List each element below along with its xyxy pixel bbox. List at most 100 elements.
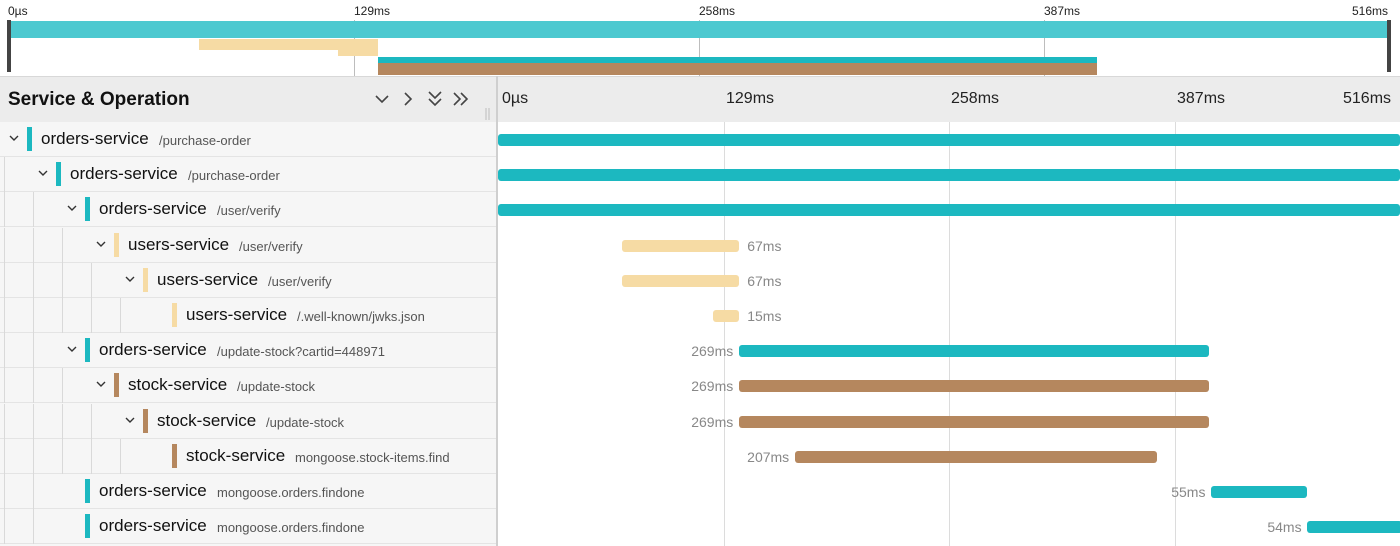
service-color-marker: [85, 197, 90, 221]
expand-toggle-icon[interactable]: [94, 237, 108, 251]
span-row[interactable]: orders-service mongoose.orders.findone: [0, 509, 496, 544]
indent-guide: [33, 298, 34, 333]
service-color-marker: [114, 373, 119, 397]
span-bar[interactable]: [498, 204, 1400, 216]
indent-guide: [4, 228, 5, 263]
expand-toggle-icon[interactable]: [36, 166, 50, 180]
span-bar[interactable]: [739, 345, 1210, 357]
expand-toggle-icon[interactable]: [123, 413, 137, 427]
span-row[interactable]: orders-service/update-stock?cartid=44897…: [0, 333, 496, 368]
service-name: orders-service: [99, 481, 207, 500]
pane-divider[interactable]: [496, 76, 498, 546]
span-duration-label: 67ms: [747, 273, 782, 289]
span-bar[interactable]: [795, 451, 1157, 463]
indent-guide: [4, 192, 5, 227]
span-bar[interactable]: [1211, 486, 1308, 498]
service-color-marker: [172, 444, 177, 468]
operation-name: /update-stock?cartid=448971: [217, 344, 386, 359]
indent-guide: [4, 263, 5, 298]
service-operation-heading: Service & Operation: [8, 89, 190, 110]
span-bar[interactable]: [1307, 521, 1400, 533]
span-row[interactable]: orders-service mongoose.orders.findone: [0, 474, 496, 509]
span-row[interactable]: stock-service mongoose.stock-items.find: [0, 439, 496, 474]
service-color-marker: [85, 479, 90, 503]
minimap-left-handle[interactable]: [7, 20, 11, 72]
span-bar[interactable]: [739, 380, 1210, 392]
span-duration-label: 207ms: [747, 449, 790, 465]
expand-toggle-icon[interactable]: [65, 342, 79, 356]
trace-minimap[interactable]: 0µs 129ms 258ms 387ms 516ms: [0, 0, 1400, 76]
double-chevron-down-icon: [428, 91, 442, 107]
timeline-row: 15ms: [498, 298, 1400, 333]
span-bar[interactable]: [622, 240, 740, 252]
operation-name: /purchase-order: [159, 133, 251, 148]
operation-name: /purchase-order: [188, 168, 280, 183]
expand-toggle-icon[interactable]: [123, 272, 137, 286]
indent-guide: [91, 263, 92, 298]
trace-header: Service & Operation 0µs 129ms 258ms 387ms 51…: [0, 76, 1400, 124]
indent-guide: [4, 439, 5, 474]
span-bar[interactable]: [739, 416, 1210, 428]
double-chevron-right-icon: [453, 92, 469, 106]
expand-toggle-icon[interactable]: [94, 377, 108, 391]
minimap-tick-label: 0µs: [8, 4, 28, 18]
chevron-right-icon: [404, 92, 413, 106]
expand-toggle-icon[interactable]: [7, 131, 21, 145]
timeline-grid-line: [1174, 122, 1176, 546]
minimap-tick-line: [699, 20, 700, 76]
minimap-span-bar: [378, 63, 1098, 75]
span-row[interactable]: users-service/user/verify: [0, 228, 496, 263]
service-name: users-service: [186, 305, 288, 324]
timeline-tick-label: 516ms: [1343, 90, 1392, 107]
operation-name: mongoose.orders.findone: [217, 485, 365, 500]
timeline-row: 269ms: [498, 333, 1400, 368]
minimap-span-bar: [337, 44, 379, 56]
service-name: stock-service: [157, 411, 257, 430]
span-duration-label: 269ms: [691, 414, 734, 430]
span-row[interactable]: orders-service/purchase-order: [0, 122, 496, 157]
span-bar[interactable]: [498, 134, 1400, 146]
span-bar[interactable]: [713, 310, 740, 322]
span-bar[interactable]: [498, 169, 1400, 181]
indent-guide: [4, 333, 5, 368]
service-name: orders-service: [41, 129, 149, 148]
expand-all-button[interactable]: [425, 89, 445, 109]
indent-guide: [4, 509, 5, 544]
operation-name: /user/verify: [217, 203, 281, 218]
indent-guide: [4, 157, 5, 192]
span-duration-label: 54ms: [1267, 519, 1302, 535]
timeline-grid-line: [949, 122, 950, 546]
collapse-all-button[interactable]: [451, 89, 471, 109]
indent-guide: [62, 439, 63, 474]
indent-guide: [4, 404, 5, 439]
service-name: stock-service: [128, 375, 228, 394]
resize-grip-icon[interactable]: [484, 107, 492, 120]
service-name: orders-service: [99, 199, 207, 218]
indent-guide: [33, 228, 34, 263]
collapse-one-button[interactable]: [372, 89, 392, 109]
timeline-row: [498, 192, 1400, 227]
indent-guide: [4, 298, 5, 333]
operation-name: /.well-known/jwks.json: [297, 309, 425, 324]
span-duration-label: 55ms: [1171, 484, 1206, 500]
span-row[interactable]: orders-service/user/verify: [0, 192, 496, 227]
span-bar[interactable]: [622, 275, 740, 287]
expand-one-button[interactable]: [398, 89, 418, 109]
minimap-tick-label: 516ms: [1352, 4, 1389, 18]
expand-toggle-icon[interactable]: [65, 201, 79, 215]
minimap-right-handle[interactable]: [1387, 20, 1391, 72]
service-name: orders-service: [70, 164, 178, 183]
span-tree: orders-service/purchase-order orders-serv…: [0, 122, 496, 546]
indent-guide: [33, 192, 34, 227]
span-row[interactable]: stock-service/update-stock: [0, 404, 496, 439]
service-name: orders-service: [99, 340, 207, 359]
span-row[interactable]: users-service /.well-known/jwks.json: [0, 298, 496, 333]
service-color-marker: [85, 338, 90, 362]
service-color-marker: [143, 409, 148, 433]
indent-guide: [62, 368, 63, 403]
timeline-row: 54ms: [498, 509, 1400, 544]
span-duration-label: 15ms: [747, 308, 782, 324]
span-row[interactable]: stock-service/update-stock: [0, 368, 496, 403]
span-row[interactable]: users-service/user/verify: [0, 263, 496, 298]
span-row[interactable]: orders-service/purchase-order: [0, 157, 496, 192]
